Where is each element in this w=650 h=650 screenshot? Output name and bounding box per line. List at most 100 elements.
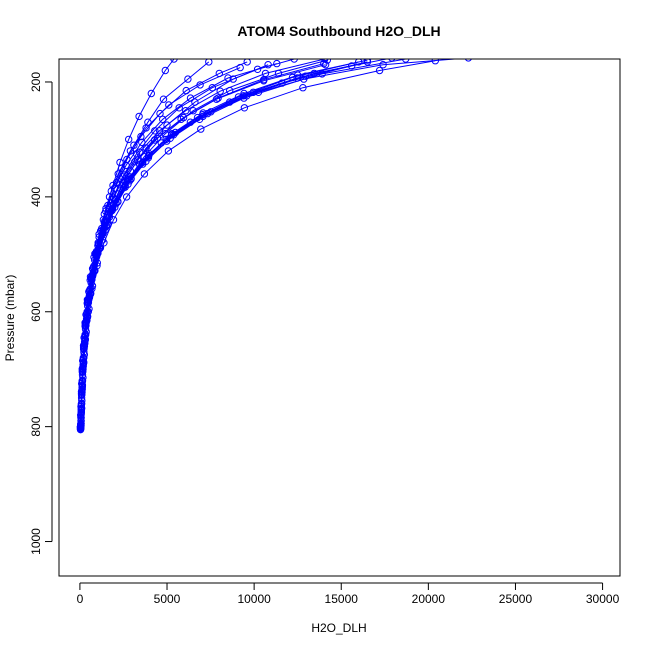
data-point bbox=[88, 271, 97, 279]
y-tick-label: 400 bbox=[29, 187, 43, 207]
y-tick-label: 1000 bbox=[29, 528, 43, 555]
data-point bbox=[159, 115, 167, 124]
x-tick-label: 10000 bbox=[237, 592, 271, 606]
data-point bbox=[135, 112, 143, 121]
data-point bbox=[464, 59, 472, 62]
data-point bbox=[186, 94, 195, 102]
data-point bbox=[77, 405, 86, 413]
axes: 0 5000 10000 15000 20000 25000 30000 200 400 600 8… bbox=[29, 72, 620, 606]
data-point bbox=[136, 148, 144, 156]
data-point bbox=[138, 138, 146, 147]
data-point bbox=[243, 59, 251, 66]
data-point bbox=[186, 118, 195, 126]
data-point bbox=[229, 75, 237, 83]
data-point bbox=[114, 198, 122, 206]
data-point bbox=[144, 152, 153, 160]
x-tick-label: 15000 bbox=[325, 592, 359, 606]
data-point bbox=[140, 170, 149, 178]
data-point bbox=[299, 84, 307, 92]
data-point bbox=[240, 104, 249, 112]
data-point bbox=[175, 104, 183, 112]
data-point bbox=[159, 95, 168, 103]
data-point bbox=[215, 69, 224, 78]
plot-frame bbox=[58, 58, 621, 577]
data-point bbox=[127, 175, 135, 183]
data-point bbox=[278, 79, 286, 87]
data-point bbox=[212, 95, 221, 103]
data-point bbox=[225, 98, 234, 106]
data-point bbox=[153, 134, 162, 143]
data-point bbox=[182, 86, 190, 95]
data-point bbox=[157, 139, 166, 147]
data-point bbox=[239, 92, 248, 100]
data-point bbox=[109, 194, 118, 202]
data-point bbox=[122, 161, 130, 170]
data-point bbox=[375, 66, 384, 75]
chart-title: ATOM4 Southbound H2O_DLH bbox=[237, 23, 440, 39]
y-tick-label: 600 bbox=[29, 301, 43, 321]
y-axis-label: Pressure (mbar) bbox=[3, 275, 17, 362]
data-point bbox=[290, 59, 298, 63]
data-point bbox=[86, 290, 95, 298]
data-point bbox=[78, 382, 87, 390]
data-point bbox=[91, 267, 99, 275]
data-point bbox=[402, 59, 410, 63]
data-point bbox=[320, 59, 328, 68]
data-point bbox=[104, 221, 112, 229]
data-point bbox=[321, 60, 330, 69]
data-point bbox=[77, 422, 85, 430]
data-point bbox=[122, 193, 131, 201]
data-point bbox=[163, 121, 171, 129]
x-axis-label: H2O_DLH bbox=[311, 621, 366, 635]
data-point bbox=[179, 113, 188, 122]
data-point bbox=[224, 74, 232, 82]
data-point bbox=[264, 60, 272, 69]
data-point bbox=[83, 313, 92, 321]
data-point bbox=[205, 59, 213, 66]
y-tick-label: 200 bbox=[29, 72, 43, 92]
data-point bbox=[379, 60, 387, 69]
data-point bbox=[147, 89, 156, 98]
x-tick-label: 30000 bbox=[586, 592, 620, 606]
data-point bbox=[85, 294, 93, 302]
x-tick-label: 5000 bbox=[154, 592, 181, 606]
data-point bbox=[110, 184, 119, 193]
data-point bbox=[293, 74, 301, 82]
x-tick-label: 25000 bbox=[499, 592, 533, 606]
data-point bbox=[155, 127, 164, 135]
data-point bbox=[165, 101, 173, 109]
data-point bbox=[197, 125, 205, 133]
data-point bbox=[161, 66, 170, 75]
data-point bbox=[170, 59, 178, 63]
plot-area bbox=[76, 59, 472, 434]
data-point bbox=[363, 59, 372, 66]
x-tick-label: 0 bbox=[77, 592, 84, 606]
data-point bbox=[164, 147, 173, 155]
profile-line-20 bbox=[80, 61, 368, 427]
data-point bbox=[253, 65, 262, 74]
data-point bbox=[134, 156, 142, 164]
data-point bbox=[137, 132, 145, 141]
data-point bbox=[273, 59, 281, 68]
data-point bbox=[184, 75, 192, 83]
data-point bbox=[81, 336, 89, 344]
data-point bbox=[260, 76, 268, 84]
data-point bbox=[125, 135, 133, 144]
data-point bbox=[321, 59, 329, 63]
data-point bbox=[119, 179, 127, 187]
data-point bbox=[214, 94, 222, 102]
data-point bbox=[182, 107, 190, 115]
data-point bbox=[96, 244, 105, 252]
data-point bbox=[108, 202, 116, 210]
data-point bbox=[168, 131, 176, 139]
data-point bbox=[216, 87, 224, 95]
data-point bbox=[79, 359, 88, 367]
data-point bbox=[207, 108, 215, 116]
y-tick-label: 800 bbox=[29, 416, 43, 436]
x-tick-label: 20000 bbox=[412, 592, 446, 606]
data-point bbox=[199, 111, 207, 119]
data-point bbox=[355, 59, 363, 66]
